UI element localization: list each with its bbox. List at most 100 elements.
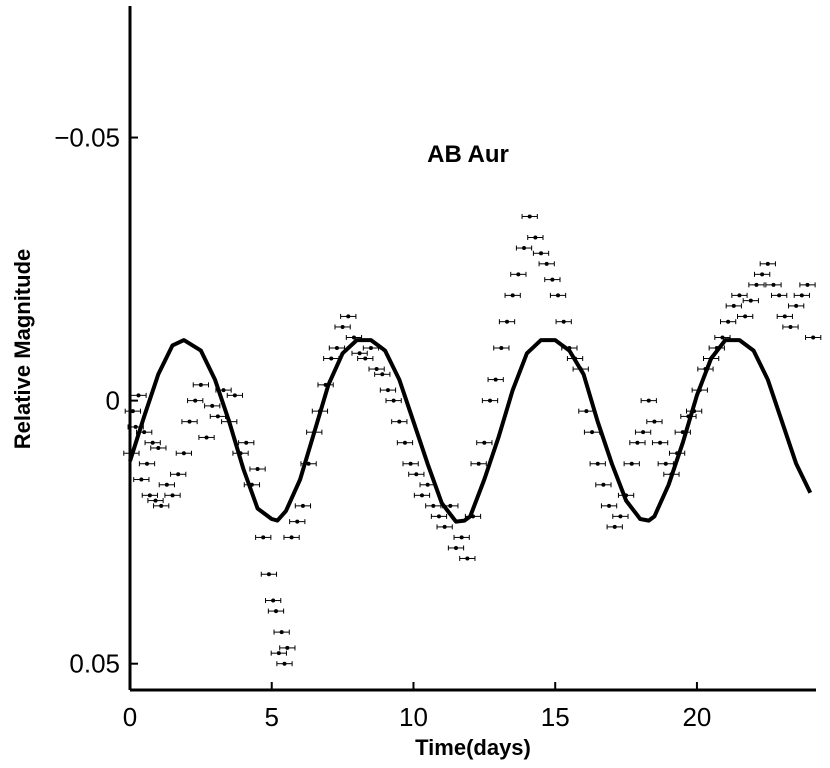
data-point bbox=[133, 477, 150, 483]
data-point bbox=[351, 350, 368, 356]
data-point bbox=[640, 398, 657, 404]
data-point bbox=[150, 445, 167, 451]
data-point bbox=[771, 292, 788, 298]
data-point bbox=[368, 366, 385, 372]
data-point bbox=[138, 461, 156, 467]
data-point bbox=[396, 440, 414, 446]
data-point bbox=[538, 261, 555, 267]
fit-curve-line bbox=[128, 338, 813, 524]
x-axis-title: Time(days) bbox=[415, 735, 531, 760]
data-point bbox=[243, 482, 261, 488]
data-point bbox=[765, 282, 782, 288]
data-point bbox=[657, 461, 674, 467]
data-point bbox=[555, 319, 572, 325]
data-point bbox=[260, 571, 278, 577]
data-point bbox=[283, 534, 300, 540]
data-point bbox=[226, 392, 244, 398]
data-point bbox=[470, 461, 487, 467]
data-point bbox=[141, 492, 158, 498]
data-point bbox=[402, 461, 419, 467]
data-point bbox=[124, 408, 141, 414]
data-point bbox=[265, 598, 282, 604]
data-point bbox=[759, 261, 776, 267]
data-point bbox=[788, 303, 805, 309]
data-point bbox=[289, 519, 306, 525]
data-point bbox=[447, 545, 465, 551]
x-tick-label: 20 bbox=[682, 702, 711, 732]
data-point bbox=[209, 413, 227, 419]
data-point bbox=[187, 398, 204, 404]
data-point bbox=[323, 356, 340, 362]
data-point bbox=[754, 271, 771, 277]
data-point bbox=[742, 298, 759, 304]
data-point bbox=[583, 429, 601, 435]
data-point bbox=[776, 313, 793, 319]
y-tick-label: 0.05 bbox=[69, 649, 120, 679]
data-point bbox=[147, 498, 164, 504]
data-point bbox=[719, 319, 737, 325]
data-point bbox=[192, 382, 209, 388]
data-point bbox=[731, 292, 748, 298]
data-point bbox=[175, 450, 192, 456]
data-point bbox=[130, 392, 147, 398]
data-point bbox=[198, 434, 215, 440]
data-point bbox=[374, 371, 391, 377]
data-point bbox=[799, 282, 816, 288]
data-point bbox=[725, 303, 742, 309]
data-point bbox=[413, 492, 431, 498]
x-tick-label: 5 bbox=[265, 702, 279, 732]
data-point bbox=[144, 440, 161, 446]
y-tick-label: 0 bbox=[106, 386, 120, 416]
data-point bbox=[629, 440, 646, 446]
data-point bbox=[510, 271, 527, 277]
data-point bbox=[646, 419, 663, 425]
data-point bbox=[578, 408, 595, 414]
data-point bbox=[595, 482, 612, 488]
data-point bbox=[532, 250, 550, 256]
data-point bbox=[606, 524, 623, 530]
data-point bbox=[164, 492, 181, 498]
data-point bbox=[634, 429, 652, 435]
data-point bbox=[170, 471, 187, 477]
data-point bbox=[276, 661, 293, 667]
data-point bbox=[249, 466, 266, 472]
data-point bbox=[158, 482, 175, 488]
data-point bbox=[279, 645, 296, 651]
data-point bbox=[340, 313, 357, 319]
data-point bbox=[181, 419, 198, 425]
data-point bbox=[430, 513, 448, 519]
data-point bbox=[737, 313, 754, 319]
fit-curve-layer bbox=[128, 338, 813, 524]
data-point bbox=[459, 555, 476, 561]
data-point bbox=[267, 608, 285, 614]
data-point bbox=[498, 319, 516, 325]
x-tick-label: 10 bbox=[399, 702, 428, 732]
data-point bbox=[270, 650, 287, 656]
data-point bbox=[294, 503, 312, 509]
y-axis-title: Relative Magnitude bbox=[10, 249, 35, 449]
x-tick-label: 0 bbox=[123, 702, 137, 732]
data-point bbox=[345, 334, 363, 340]
data-point bbox=[589, 461, 606, 467]
data-point bbox=[391, 419, 408, 425]
data-point bbox=[379, 387, 397, 393]
data-point bbox=[317, 382, 334, 388]
data-point bbox=[748, 282, 765, 288]
data-point bbox=[793, 292, 810, 298]
data-point bbox=[487, 377, 504, 383]
data-point bbox=[527, 235, 544, 241]
data-point bbox=[204, 403, 221, 409]
data-point bbox=[436, 524, 453, 530]
data-point bbox=[476, 440, 493, 446]
data-point bbox=[238, 440, 255, 446]
data-point bbox=[255, 534, 272, 540]
data-point bbox=[425, 503, 442, 509]
data-point bbox=[328, 345, 346, 351]
data-point bbox=[273, 629, 290, 635]
data-point bbox=[782, 324, 799, 330]
data-point bbox=[153, 503, 170, 509]
data-point bbox=[334, 324, 351, 330]
data-point bbox=[515, 245, 533, 251]
